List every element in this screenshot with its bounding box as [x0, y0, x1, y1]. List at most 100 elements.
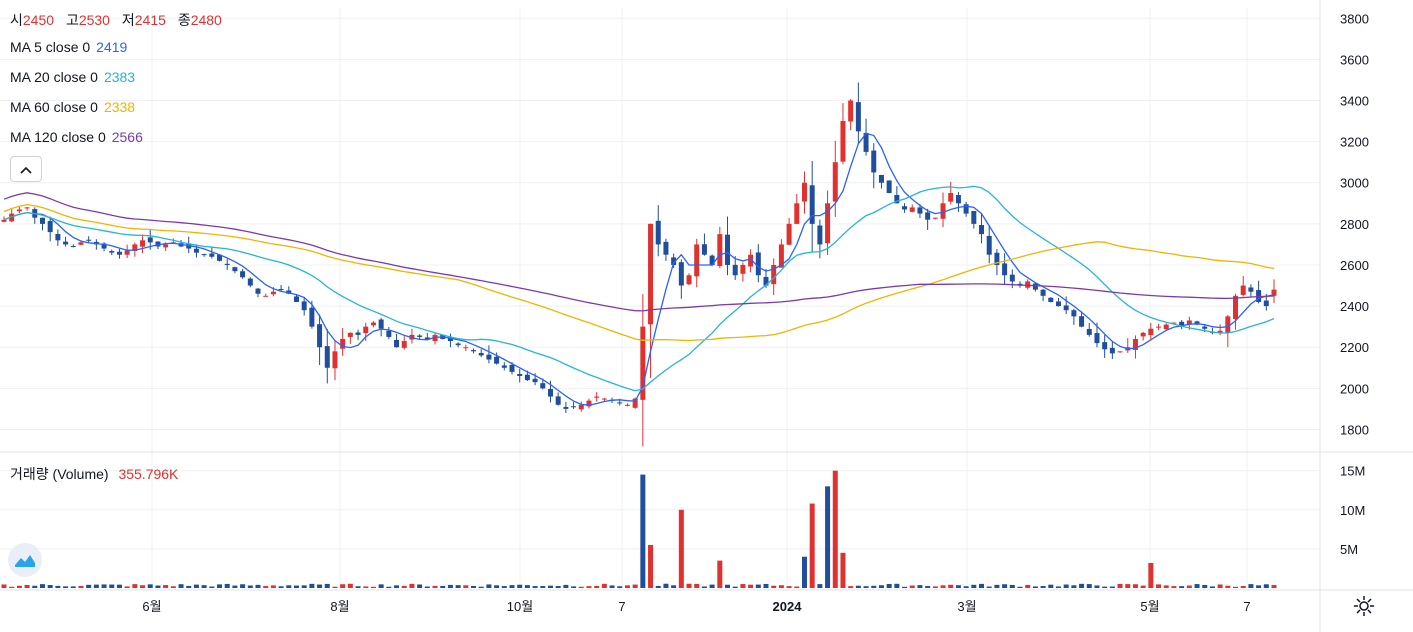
candle-body: [1263, 300, 1269, 307]
volume-bar: [155, 585, 161, 588]
volume-bar: [247, 585, 253, 588]
candle-body: [732, 264, 738, 276]
candle-body: [401, 341, 407, 348]
tradingview-logo-icon[interactable]: [8, 543, 42, 577]
candle-body: [324, 346, 330, 368]
volume-bar: [286, 585, 292, 588]
collapse-legend-button[interactable]: [10, 156, 42, 182]
ma120-legend[interactable]: MA 120 close 0 2566: [10, 129, 143, 145]
price-tick-label: 1800: [1340, 422, 1369, 437]
volume-bar: [832, 470, 838, 588]
volume-bar: [1240, 586, 1246, 588]
candle-body: [332, 351, 338, 369]
candle-body: [39, 217, 45, 224]
candle-body: [24, 207, 30, 209]
close-value: 2480: [190, 12, 222, 28]
candle-body: [940, 203, 946, 219]
candle-body: [370, 322, 376, 326]
candle-body: [617, 402, 623, 404]
volume-bar: [979, 583, 985, 588]
candle-body: [794, 203, 800, 224]
volume-legend[interactable]: 거래량 (Volume) 355.796K: [10, 464, 178, 484]
candle-body: [9, 213, 15, 222]
candle-body: [424, 337, 430, 339]
candle-body: [1171, 322, 1177, 324]
volume-bar: [193, 584, 199, 588]
ma5-legend[interactable]: MA 5 close 0 2419: [10, 39, 127, 55]
volume-bar: [940, 585, 946, 588]
candle-body: [217, 254, 223, 261]
ma20-legend[interactable]: MA 20 close 0 2383: [10, 69, 135, 85]
candle-body: [917, 207, 923, 214]
volume-bar: [632, 584, 638, 588]
candle-body: [55, 234, 61, 241]
volume-bar: [1256, 585, 1262, 588]
candle-body: [155, 241, 161, 247]
candle-body: [494, 356, 500, 364]
time-tick-label: 5월: [1140, 599, 1159, 614]
volume-bar: [24, 585, 30, 588]
volume-bar: [1040, 586, 1046, 588]
ma60-legend[interactable]: MA 60 close 0 2338: [10, 99, 135, 115]
volume-bar: [840, 552, 846, 588]
ma120-label: MA 120 close 0: [10, 129, 106, 145]
volume-bar: [32, 585, 38, 588]
candle-body: [925, 212, 931, 220]
volume-bar: [463, 585, 469, 588]
volume-bar: [317, 584, 323, 588]
ma5-line: [3, 132, 1275, 406]
candle-body: [209, 253, 215, 257]
ma20-line: [3, 185, 1275, 392]
candle-body: [963, 204, 969, 214]
candle-body: [394, 339, 400, 348]
volume-bar: [786, 586, 792, 588]
candle-body: [293, 296, 299, 302]
volume-bar: [871, 585, 877, 588]
candle-body: [563, 406, 569, 409]
candle-body: [825, 203, 831, 244]
candle-body: [447, 337, 453, 342]
volume-bar: [902, 586, 908, 588]
volume-bar: [648, 544, 654, 588]
volume-bar: [640, 474, 646, 588]
candle-body: [1194, 321, 1200, 325]
candle-body: [955, 195, 961, 204]
volume-bar: [186, 585, 192, 588]
candle-body: [740, 264, 746, 274]
volume-bar: [301, 585, 307, 588]
volume-bar: [555, 586, 561, 588]
volume-bar: [809, 503, 815, 588]
low-value: 2415: [134, 12, 166, 28]
volume-bar: [309, 583, 315, 588]
volume-bar: [955, 585, 961, 588]
candle-body: [1156, 326, 1162, 328]
volume-bar: [1086, 584, 1092, 588]
candle-body: [663, 241, 669, 255]
candle-body: [763, 276, 769, 286]
candle-body: [1009, 274, 1015, 282]
volume-bar: [778, 585, 784, 588]
candle-body: [1163, 324, 1169, 330]
ma20-value: 2383: [103, 69, 136, 85]
candle-body: [694, 244, 700, 277]
volume-bar: [263, 586, 269, 588]
ohlc-legend: 시2450 고2530 저2415 종2480: [10, 10, 230, 30]
candle-body: [132, 244, 138, 251]
volume-bar: [994, 584, 1000, 588]
volume-bar: [63, 586, 69, 588]
candle-body: [671, 257, 677, 265]
volume-bar: [701, 586, 707, 588]
volume-bar: [686, 583, 692, 588]
settings-gear-icon[interactable]: [1353, 595, 1375, 617]
time-tick-label: 6월: [142, 599, 161, 614]
candle-body: [140, 240, 146, 247]
candle-body: [478, 352, 484, 356]
candle-body: [378, 319, 384, 329]
candle-body: [1040, 289, 1046, 296]
volume-bar: [1248, 584, 1254, 588]
low-label: 저: [121, 12, 135, 28]
candle-body: [455, 343, 461, 346]
candle-body: [163, 244, 169, 248]
